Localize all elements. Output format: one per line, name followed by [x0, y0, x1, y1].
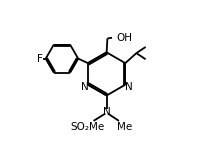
Text: Me: Me	[117, 122, 132, 132]
Text: F: F	[38, 54, 43, 63]
Text: N: N	[125, 82, 133, 92]
Text: SO₂Me: SO₂Me	[70, 122, 104, 132]
Text: OH: OH	[117, 33, 133, 43]
Text: N: N	[103, 107, 111, 117]
Text: N: N	[81, 82, 89, 92]
